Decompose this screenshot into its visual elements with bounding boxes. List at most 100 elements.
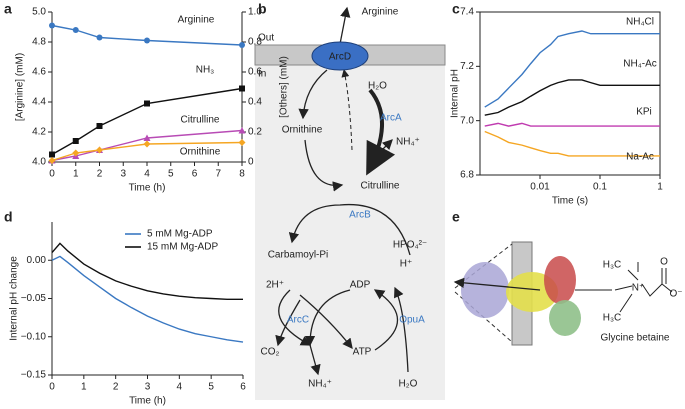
panel-label: b — [258, 1, 267, 17]
series-label: KPi — [636, 107, 652, 118]
atom-label: H₃C — [603, 260, 622, 271]
x-axis-label: Time (h) — [129, 396, 166, 407]
panel-label: a — [4, 1, 12, 17]
x-tick-label: 2 — [97, 169, 103, 180]
y-tick-label: 4.0 — [32, 157, 46, 168]
x-tick-label: 5 — [168, 169, 174, 180]
data-line — [484, 30, 660, 108]
panel-label: c — [452, 1, 460, 17]
marker — [238, 139, 246, 146]
atom-label: O⁻ — [669, 289, 682, 300]
enzyme: ArcB — [349, 210, 371, 221]
side-label: Out — [258, 33, 274, 44]
y-tick-label: −0.15 — [21, 370, 47, 381]
y2-tick-label: 1.0 — [248, 7, 262, 18]
enzyme: ArcC — [287, 315, 309, 326]
x-tick-label: 1 — [73, 169, 79, 180]
enzyme: OpuA — [399, 315, 425, 326]
marker — [144, 100, 150, 107]
arrow — [304, 139, 344, 192]
series-label: Na-Ac — [626, 152, 654, 163]
protein-domain — [461, 262, 509, 318]
arrow — [394, 286, 409, 373]
marker — [239, 42, 245, 48]
marker — [72, 27, 79, 33]
structure-name: Glycine betaine — [601, 333, 670, 344]
metabolite: ATP — [353, 347, 372, 358]
metabolite: Ornithine — [282, 125, 323, 136]
metabolite: Carbamoyl-Pi — [268, 250, 329, 261]
y2-tick-label: 0.4 — [248, 97, 262, 108]
atom-label: H₃C — [603, 313, 622, 324]
y-tick-label: 4.8 — [32, 37, 46, 48]
protein-label: ArcD — [329, 52, 351, 63]
metabolite: NH₄⁺ — [308, 379, 332, 390]
metabolite: H⁺ — [400, 259, 413, 270]
marker — [239, 85, 245, 92]
marker — [238, 127, 246, 134]
arrow — [288, 203, 411, 256]
y-tick-label: 7.0 — [460, 115, 474, 126]
y-tick-label: 7.4 — [460, 7, 474, 18]
arrow — [278, 289, 312, 346]
data-line — [484, 122, 660, 127]
arrow — [299, 294, 353, 350]
arrow — [275, 299, 301, 347]
pathway-diagram: Arginine Out In ArcD H₂O ArcA NH₄⁺ Ornit… — [254, 6, 446, 400]
x-tick-label: 8 — [239, 169, 245, 180]
y-tick-label: 4.6 — [32, 67, 46, 78]
series-label: NH₄-Ac — [623, 59, 657, 70]
y2-tick-label: 0.6 — [248, 67, 262, 78]
x-tick-label: 4 — [144, 169, 150, 180]
metabolite: Arginine — [362, 7, 399, 18]
marker — [72, 149, 80, 157]
x-tick-label: 7 — [215, 169, 221, 180]
y2-tick-label: 0 — [248, 157, 254, 168]
arrow — [453, 277, 541, 291]
y-tick-label: 4.2 — [32, 127, 46, 138]
legend-label: 15 mM Mg-ADP — [147, 242, 218, 253]
y2-axis-label: [Others] (mM) — [279, 56, 290, 118]
y-tick-label: 7.2 — [460, 61, 474, 72]
series-label: Citrulline — [181, 115, 220, 126]
axis — [479, 11, 661, 176]
arrow — [366, 88, 396, 176]
marker — [49, 22, 55, 29]
x-tick-label: 1 — [81, 382, 87, 393]
chemical-bonds — [614, 262, 673, 313]
x-tick-label: 0.01 — [530, 182, 550, 193]
y-tick-label: 4.4 — [32, 97, 46, 108]
metabolite: H₂O — [368, 81, 387, 92]
arrow — [309, 344, 321, 376]
x-axis-label: Time (h) — [129, 183, 166, 194]
metabolite: CO₂ — [261, 347, 280, 358]
arrow — [381, 139, 393, 151]
atom-label: N⁺ — [632, 283, 645, 294]
y-tick-label: −0.05 — [21, 293, 47, 304]
marker — [48, 157, 56, 164]
marker — [49, 151, 55, 158]
y-tick-label: 0.00 — [27, 255, 47, 266]
metabolite: ADP — [350, 280, 371, 291]
x-tick-label: 3 — [120, 169, 126, 180]
x-tick-label: 0 — [49, 382, 55, 393]
legend-label: 5 mM Mg-ADP — [147, 229, 213, 240]
x-axis-label: Time (s) — [552, 196, 588, 207]
metabolite: HPO₄²⁻ — [393, 240, 427, 251]
arrow — [298, 69, 328, 120]
x-tick-label: 2 — [113, 382, 119, 393]
y-tick-label: 5.0 — [32, 7, 46, 18]
arrow — [339, 6, 351, 45]
series-label: Ornithine — [180, 147, 221, 158]
x-tick-label: 1 — [657, 182, 663, 193]
metabolite: H₂O — [399, 379, 418, 390]
metabolite: Citrulline — [361, 181, 400, 192]
arcd-transporter — [311, 41, 369, 71]
arrow — [341, 69, 353, 151]
data-line — [484, 130, 660, 157]
arrow — [304, 289, 351, 347]
metabolite: NH₄⁺ — [396, 137, 420, 148]
panel-label: d — [4, 209, 13, 225]
metabolite: 2H⁺ — [266, 280, 284, 291]
